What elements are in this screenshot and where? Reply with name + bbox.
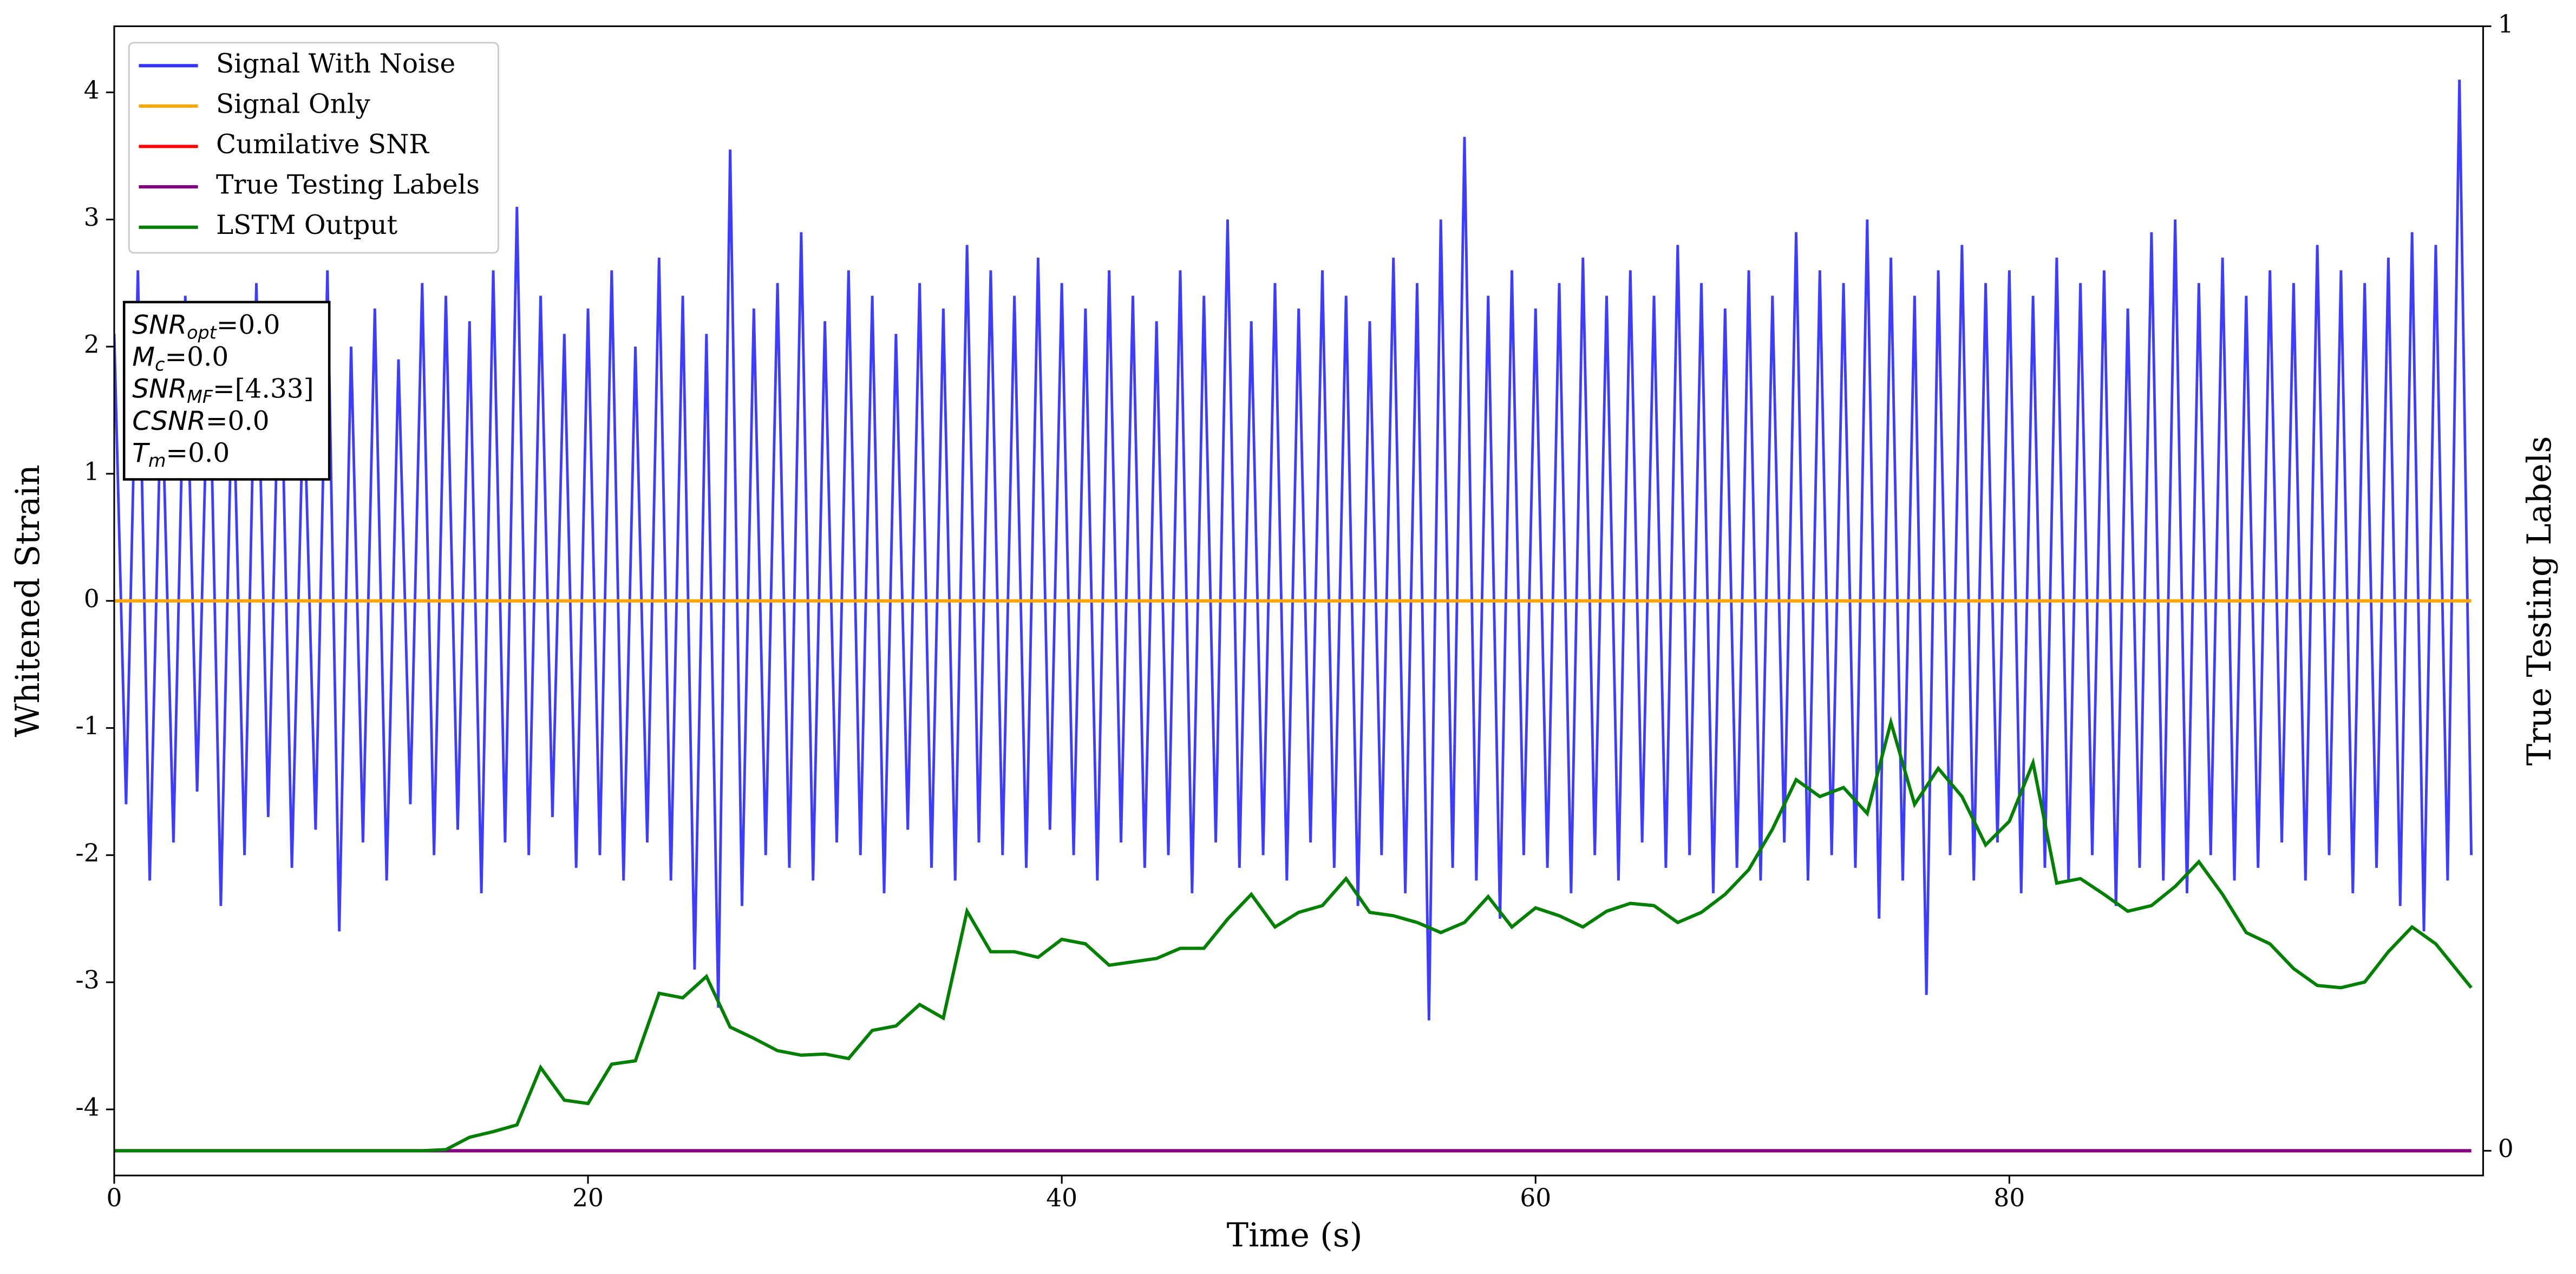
annotation-line: SNRopt=0.0 xyxy=(132,310,280,343)
annotation-symbol: SNR xyxy=(132,374,187,404)
annotation-line: CSNR=0.0 xyxy=(132,406,269,436)
annotation-symbol: T xyxy=(132,438,150,468)
x-axis-label: Time (s) xyxy=(1227,1217,1363,1255)
annotation-symbol: SNR xyxy=(132,310,187,340)
y-tick-label: 4 xyxy=(84,76,100,104)
x-tick-label: 0 xyxy=(106,1184,122,1212)
legend-label: Signal With Noise xyxy=(216,49,455,79)
annotation-value: =[4.33] xyxy=(213,374,313,404)
annotation-line: SNRMF=[4.33] xyxy=(132,374,313,407)
annotation-symbol: CSNR xyxy=(132,406,206,436)
annotation-subscript: MF xyxy=(187,386,213,407)
x-tick-label: 80 xyxy=(1993,1184,2025,1212)
annotation-value: =0.0 xyxy=(166,437,230,468)
annotation-subscript: c xyxy=(155,354,165,375)
annotation-value: =0.0 xyxy=(206,406,270,436)
y2-axis-label: True Testing Labels xyxy=(2521,436,2559,766)
x-tick-label: 20 xyxy=(572,1184,604,1212)
y-tick-label: 3 xyxy=(84,203,100,232)
y-axis-label: Whitened Strain xyxy=(9,465,47,737)
series-line xyxy=(114,716,2473,1153)
y-tick-label: -2 xyxy=(75,839,99,867)
y-tick-label: 1 xyxy=(84,457,100,486)
x-tick-label: 60 xyxy=(1520,1184,1551,1212)
series-line xyxy=(114,80,2473,1021)
annotation-value: =0.0 xyxy=(217,310,280,340)
plot-area xyxy=(114,80,2473,1153)
legend-box xyxy=(128,42,500,254)
legend-label: Cumilative SNR xyxy=(216,129,429,160)
y2-tick-label: 0 xyxy=(2498,1134,2514,1163)
annotation-subscript: opt xyxy=(187,322,218,343)
legend-label: Signal Only xyxy=(216,89,370,119)
annotation-value: =0.0 xyxy=(165,342,229,372)
y2-tick-label: 1 xyxy=(2498,10,2514,38)
legend-label: True Testing Labels xyxy=(216,170,480,200)
legend-label: LSTM Output xyxy=(216,210,398,240)
annotation-box xyxy=(122,300,331,481)
y-tick-label: -3 xyxy=(75,966,99,995)
annotation-line: Tm=0.0 xyxy=(132,437,230,471)
x-tick-label: 40 xyxy=(1046,1184,1077,1212)
annotation-line: Mc=0.0 xyxy=(132,342,228,375)
annotation-symbol: M xyxy=(132,342,155,373)
y-tick-label: -1 xyxy=(75,711,99,740)
y-tick-label: 0 xyxy=(84,584,100,613)
y-tick-label: 2 xyxy=(84,330,100,359)
annotation-subscript: m xyxy=(148,450,166,471)
y-tick-label: -4 xyxy=(75,1093,99,1121)
